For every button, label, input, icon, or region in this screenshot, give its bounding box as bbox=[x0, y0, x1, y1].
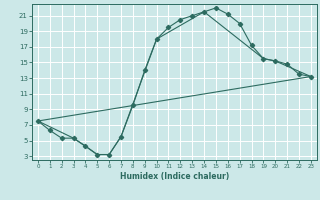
X-axis label: Humidex (Indice chaleur): Humidex (Indice chaleur) bbox=[120, 172, 229, 181]
